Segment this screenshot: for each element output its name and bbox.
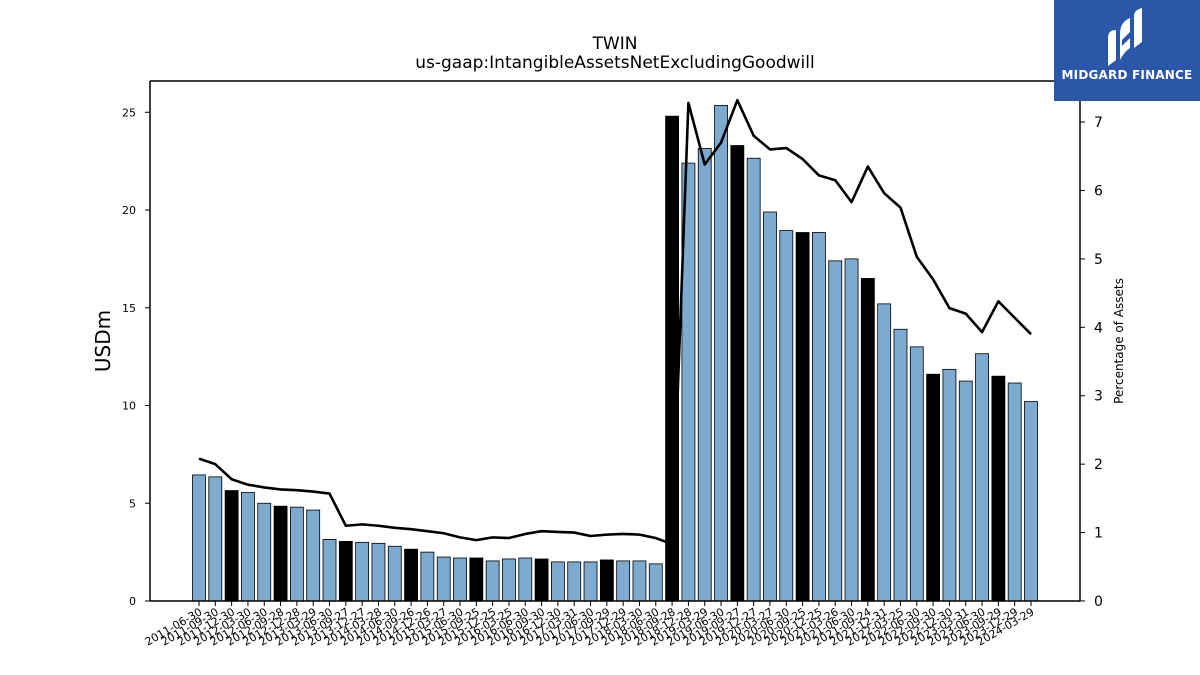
y-axis-label: USDm — [91, 310, 115, 372]
bar — [224, 490, 239, 602]
bar — [714, 105, 728, 602]
y-tick-label: 0 — [129, 595, 136, 608]
bar — [958, 380, 973, 602]
bar — [257, 502, 272, 602]
chart-title: TWIN — [592, 34, 638, 54]
bar — [567, 561, 582, 602]
bar — [1007, 382, 1022, 602]
bar — [812, 232, 826, 602]
bar — [828, 260, 843, 602]
bar — [975, 353, 989, 602]
y2-tick-label: 7 — [1094, 115, 1103, 131]
midgard-m-icon — [1108, 8, 1142, 66]
bar — [616, 560, 631, 602]
y2-tick-label: 2 — [1094, 457, 1103, 473]
bar — [371, 542, 386, 602]
bar — [942, 368, 957, 602]
bar — [926, 373, 941, 602]
bar — [355, 541, 370, 602]
bar — [518, 557, 533, 602]
bar — [208, 476, 223, 602]
bar — [502, 558, 516, 602]
bar — [485, 560, 500, 602]
bar — [648, 563, 663, 602]
y2-axis-label: Percentage of Assets — [1112, 278, 1126, 404]
y2-tick-label: 3 — [1094, 389, 1103, 405]
chart-subtitle: us-gaap:IntangibleAssetsNetExcludingGood… — [415, 53, 814, 73]
y-tick-label: 10 — [122, 400, 136, 413]
y2-tick-label: 1 — [1094, 526, 1103, 542]
bar — [453, 557, 467, 602]
bar — [436, 556, 451, 602]
bar — [632, 560, 647, 602]
bar — [289, 506, 304, 602]
bar — [893, 328, 908, 602]
bar — [599, 559, 614, 602]
bar — [583, 561, 598, 602]
bar — [730, 145, 745, 602]
bar — [795, 232, 810, 602]
logo-text: MIDGARD FINANCE — [1061, 68, 1193, 82]
bar — [306, 509, 321, 602]
bar — [192, 474, 206, 602]
bar — [404, 548, 418, 602]
bar — [241, 492, 255, 602]
bar — [273, 505, 288, 602]
bar — [469, 557, 484, 602]
bar — [844, 258, 859, 602]
bar — [534, 558, 549, 602]
y-tick-label: 15 — [122, 302, 136, 315]
midgard-finance-logo: MIDGARD FINANCE — [1054, 0, 1200, 101]
bar — [551, 561, 565, 602]
y2-tick-label: 4 — [1094, 320, 1103, 336]
bar — [338, 540, 353, 602]
y-tick-label: 5 — [129, 497, 136, 510]
bar — [763, 211, 777, 602]
bar — [877, 303, 892, 602]
bar — [746, 157, 761, 602]
line-layer — [198, 98, 1032, 546]
bar — [322, 539, 337, 602]
bar — [1024, 401, 1038, 602]
bar — [387, 545, 402, 602]
bar — [697, 148, 712, 602]
bar — [420, 551, 435, 602]
y-tick-label: 25 — [122, 106, 136, 119]
y2-tick-label: 6 — [1094, 183, 1103, 199]
bar — [909, 346, 924, 602]
bars-layer — [192, 105, 1038, 602]
y-tick-label: 20 — [122, 204, 136, 217]
bar — [991, 375, 1006, 602]
bar — [779, 230, 794, 602]
bar — [860, 278, 875, 602]
y2-tick-label: 0 — [1094, 594, 1103, 610]
axes-layer: 0510152025012345672011-06-302011-09-3020… — [122, 80, 1103, 649]
y2-tick-label: 5 — [1094, 252, 1103, 268]
percentage-line — [198, 98, 1032, 546]
